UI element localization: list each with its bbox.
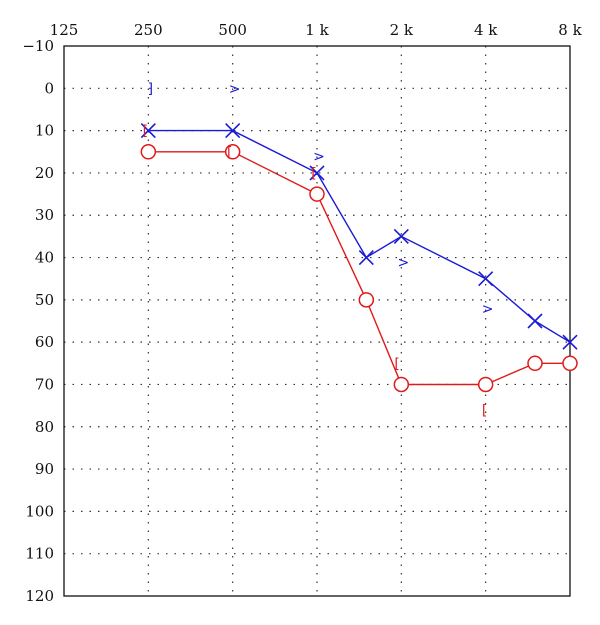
y-tick-label: 80 xyxy=(35,418,54,436)
masking-symbols: ] >>>>[[[[[ xyxy=(143,81,494,419)
y-tick-label: 110 xyxy=(25,545,54,563)
circle-marker xyxy=(358,292,375,308)
circle-marker xyxy=(527,355,543,372)
y-tick-label: 50 xyxy=(35,291,54,309)
y-tick-label: 40 xyxy=(35,249,54,267)
y-tick-label: 30 xyxy=(35,206,54,224)
y-tick-label: 60 xyxy=(35,333,54,351)
x-tick-label: 125 xyxy=(50,21,79,39)
x-tick-label: 8 k xyxy=(558,21,582,39)
y-tick-label: −10 xyxy=(22,37,54,55)
cross-marker xyxy=(358,249,374,266)
masking-symbol: [ xyxy=(394,356,399,372)
masking-symbol: [ xyxy=(482,403,487,419)
y-tick-labels: −10 0 10 20 30 40 50 60 70 80 90 100 110 120 xyxy=(22,37,54,605)
y-tick-label: 100 xyxy=(25,502,54,520)
masking-symbol: [ xyxy=(227,145,232,161)
y-tick-label: 90 xyxy=(35,460,54,478)
cross-marker xyxy=(225,123,241,139)
circle-marker xyxy=(562,355,578,372)
y-tick-label: 20 xyxy=(35,164,54,182)
masking-symbol: [ xyxy=(311,166,316,182)
x-tick-labels: 125 250 500 1 k 2 k 4 k 8 k xyxy=(50,21,583,39)
x-tick-label: 2 k xyxy=(390,21,414,39)
cross-marker xyxy=(527,313,543,329)
masking-symbol: [ xyxy=(143,124,148,140)
y-tick-label: 0 xyxy=(44,79,54,97)
masking-symbol: > xyxy=(313,149,325,165)
masking-symbol: ] xyxy=(148,81,153,97)
y-tick-label: 10 xyxy=(35,122,54,140)
circle-marker xyxy=(309,186,325,202)
y-tick-label: 70 xyxy=(35,375,54,393)
circle-marker xyxy=(393,376,410,393)
red-series-line xyxy=(148,151,570,386)
masking-symbol: > xyxy=(229,81,241,97)
cross-marker xyxy=(393,228,409,244)
plot-frame xyxy=(63,45,571,597)
y-tick-label: 120 xyxy=(25,587,54,605)
x-tick-label: 1 k xyxy=(305,21,329,39)
cross-marker xyxy=(478,271,494,287)
data-series xyxy=(140,123,578,393)
circle-marker xyxy=(140,144,157,160)
x-tick-label: 4 k xyxy=(474,21,498,39)
cross-marker xyxy=(309,165,325,181)
x-tick-label: 250 xyxy=(134,21,163,39)
masking-symbol: > xyxy=(397,255,409,271)
cross-marker xyxy=(562,334,578,350)
cross-marker xyxy=(140,123,156,139)
grid-lines xyxy=(64,46,570,596)
blue-series-line xyxy=(148,129,571,343)
circle-marker xyxy=(224,144,241,160)
circle-marker xyxy=(477,376,494,393)
x-tick-label: 500 xyxy=(218,21,247,39)
masking-symbol: > xyxy=(482,301,494,317)
